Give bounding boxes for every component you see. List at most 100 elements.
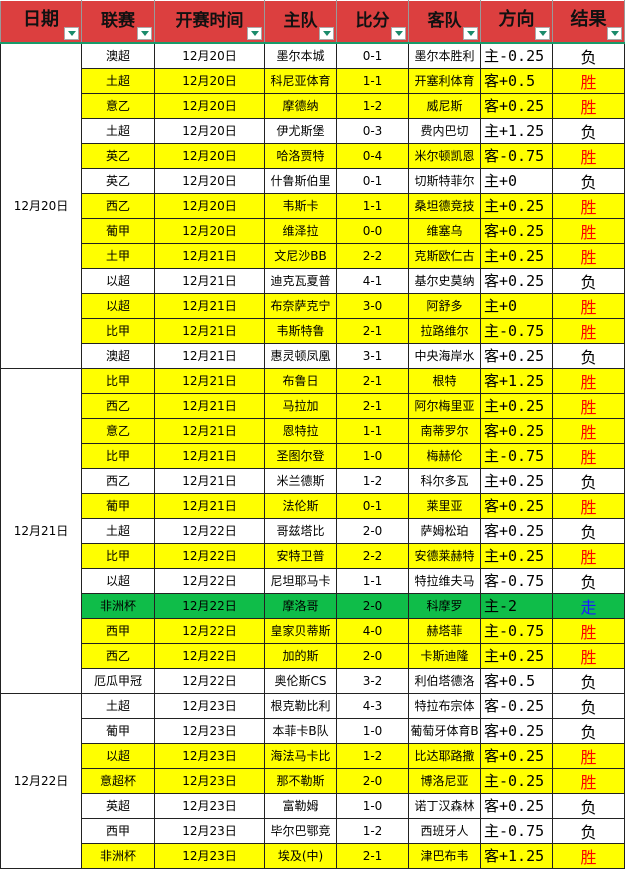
home-team-cell: 富勒姆: [264, 792, 337, 819]
home-team-cell: 奥伦斯CS: [264, 667, 337, 694]
result-cell: 胜: [552, 492, 625, 519]
kickoff-time-cell: 12月20日: [154, 217, 265, 244]
score-cell: 2-0: [336, 767, 409, 794]
direction-cell: 客+0.25: [480, 492, 553, 519]
home-team-cell: 布奈萨克宁: [264, 292, 337, 319]
away-team-cell: 维塞乌: [408, 217, 481, 244]
score-cell: 4-0: [336, 617, 409, 644]
result-cell: 胜: [552, 367, 625, 394]
score-cell: 0-1: [336, 167, 409, 194]
date-group-cell: 12月22日: [0, 692, 82, 869]
league-cell: 比甲: [81, 542, 155, 569]
score-cell: 1-1: [336, 417, 409, 444]
header-direction: 方向: [480, 0, 553, 44]
kickoff-time-cell: 12月22日: [154, 517, 265, 544]
table-row: 英超 12月23日 富勒姆 1-0 诺丁汉森林 客+0.25 负: [1, 792, 625, 819]
header-away-team: 客队: [408, 0, 481, 44]
kickoff-time-cell: 12月23日: [154, 717, 265, 744]
kickoff-time-cell: 12月21日: [154, 367, 265, 394]
kickoff-time-cell: 12月20日: [154, 117, 265, 144]
home-team-cell: 圣图尔登: [264, 442, 337, 469]
result-cell: 负: [552, 567, 625, 594]
league-cell: 西乙: [81, 467, 155, 494]
table-row: 西乙 12月21日 马拉加 2-1 阿尔梅里亚 主+0.25 胜: [1, 392, 625, 419]
table-row: 意乙 12月20日 摩德纳 1-2 威尼斯 客+0.25 胜: [1, 92, 625, 119]
league-cell: 西甲: [81, 617, 155, 644]
league-cell: 非洲杯: [81, 842, 155, 869]
header-league: 联赛: [81, 0, 155, 44]
score-cell: 2-0: [336, 517, 409, 544]
table-row: 以超 12月21日 布奈萨克宁 3-0 阿舒多 主+0 胜: [1, 292, 625, 319]
kickoff-time-cell: 12月21日: [154, 242, 265, 269]
away-team-cell: 科尔多瓦: [408, 467, 481, 494]
result-cell: 走: [552, 592, 625, 619]
header-label: 联赛: [101, 10, 135, 31]
kickoff-time-cell: 12月22日: [154, 667, 265, 694]
score-cell: 3-1: [336, 342, 409, 369]
filter-dropdown-icon[interactable]: [391, 26, 406, 40]
header-label: 主队: [283, 10, 318, 31]
league-cell: 西乙: [81, 392, 155, 419]
result-cell: 负: [552, 42, 625, 69]
filter-dropdown-icon[interactable]: [247, 26, 262, 40]
result-cell: 胜: [552, 442, 625, 469]
score-cell: 2-1: [336, 392, 409, 419]
filter-dropdown-icon[interactable]: [535, 26, 550, 40]
direction-cell: 主-0.75: [480, 617, 553, 644]
table-row: 英乙 12月20日 什鲁斯伯里 0-1 切斯特菲尔 主+0 负: [1, 167, 625, 194]
league-cell: 英乙: [81, 142, 155, 169]
away-team-cell: 梅赫伦: [408, 442, 481, 469]
league-cell: 澳超: [81, 42, 155, 69]
home-team-cell: 加的斯: [264, 642, 337, 669]
away-team-cell: 拉路维尔: [408, 317, 481, 344]
home-team-cell: 什鲁斯伯里: [264, 167, 337, 194]
table-row: 以超 12月23日 海法马卡比 1-2 比达耶路撒 客+0.25 胜: [1, 742, 625, 769]
result-cell: 胜: [552, 192, 625, 219]
home-team-cell: 文尼沙BB: [264, 242, 337, 269]
table-row: 西乙 12月22日 加的斯 2-0 卡斯迪隆 主+0.25 胜: [1, 642, 625, 669]
direction-cell: 主+0.25: [480, 242, 553, 269]
header-label: 日期: [23, 9, 59, 31]
table-row: 西甲 12月23日 毕尔巴鄂竞 1-2 西班牙人 主-0.75 负: [1, 817, 625, 844]
direction-cell: 客+0.25: [480, 417, 553, 444]
score-cell: 1-2: [336, 467, 409, 494]
kickoff-time-cell: 12月20日: [154, 67, 265, 94]
score-cell: 1-0: [336, 792, 409, 819]
away-team-cell: 利伯塔德洛: [408, 667, 481, 694]
away-team-cell: 博洛尼亚: [408, 767, 481, 794]
kickoff-time-cell: 12月23日: [154, 767, 265, 794]
filter-dropdown-icon[interactable]: [64, 26, 79, 40]
result-cell: 胜: [552, 67, 625, 94]
filter-dropdown-icon[interactable]: [319, 26, 334, 40]
direction-cell: 主+0.25: [480, 542, 553, 569]
away-team-cell: 中央海岸水: [408, 342, 481, 369]
direction-cell: 客+0.25: [480, 742, 553, 769]
score-cell: 0-1: [336, 492, 409, 519]
table-row: 意超杯 12月23日 那不勒斯 2-0 博洛尼亚 主-0.25 胜: [1, 767, 625, 794]
table-row: 意乙 12月21日 恩特拉 1-1 南蒂罗尔 客+0.25 胜: [1, 417, 625, 444]
score-cell: 1-2: [336, 92, 409, 119]
league-cell: 比甲: [81, 367, 155, 394]
header-date: 日期: [0, 0, 82, 44]
table-row: 土超 12月20日 科尼亚体育 1-1 开塞利体育 客+0.5 胜: [1, 67, 625, 94]
direction-cell: 主-2: [480, 592, 553, 619]
home-team-cell: 本菲卡B队: [264, 717, 337, 744]
table-row: 以超 12月21日 迪克瓦夏普 4-1 基尔史莫纳 客+0.25 负: [1, 267, 625, 294]
league-cell: 意乙: [81, 92, 155, 119]
direction-cell: 客+0.25: [480, 267, 553, 294]
result-cell: 负: [552, 342, 625, 369]
result-cell: 胜: [552, 317, 625, 344]
date-group-cell: 12月20日: [0, 42, 82, 369]
kickoff-time-cell: 12月21日: [154, 317, 265, 344]
direction-cell: 主-0.25: [480, 42, 553, 69]
league-cell: 土超: [81, 117, 155, 144]
home-team-cell: 埃及(中): [264, 842, 337, 869]
filter-dropdown-icon[interactable]: [463, 26, 478, 40]
filter-dropdown-icon[interactable]: [137, 26, 152, 40]
direction-cell: 主+1.25: [480, 117, 553, 144]
header-label: 方向: [498, 9, 535, 31]
result-cell: 负: [552, 717, 625, 744]
result-cell: 胜: [552, 292, 625, 319]
away-team-cell: 克斯欧仁古: [408, 242, 481, 269]
filter-dropdown-icon[interactable]: [607, 26, 622, 40]
